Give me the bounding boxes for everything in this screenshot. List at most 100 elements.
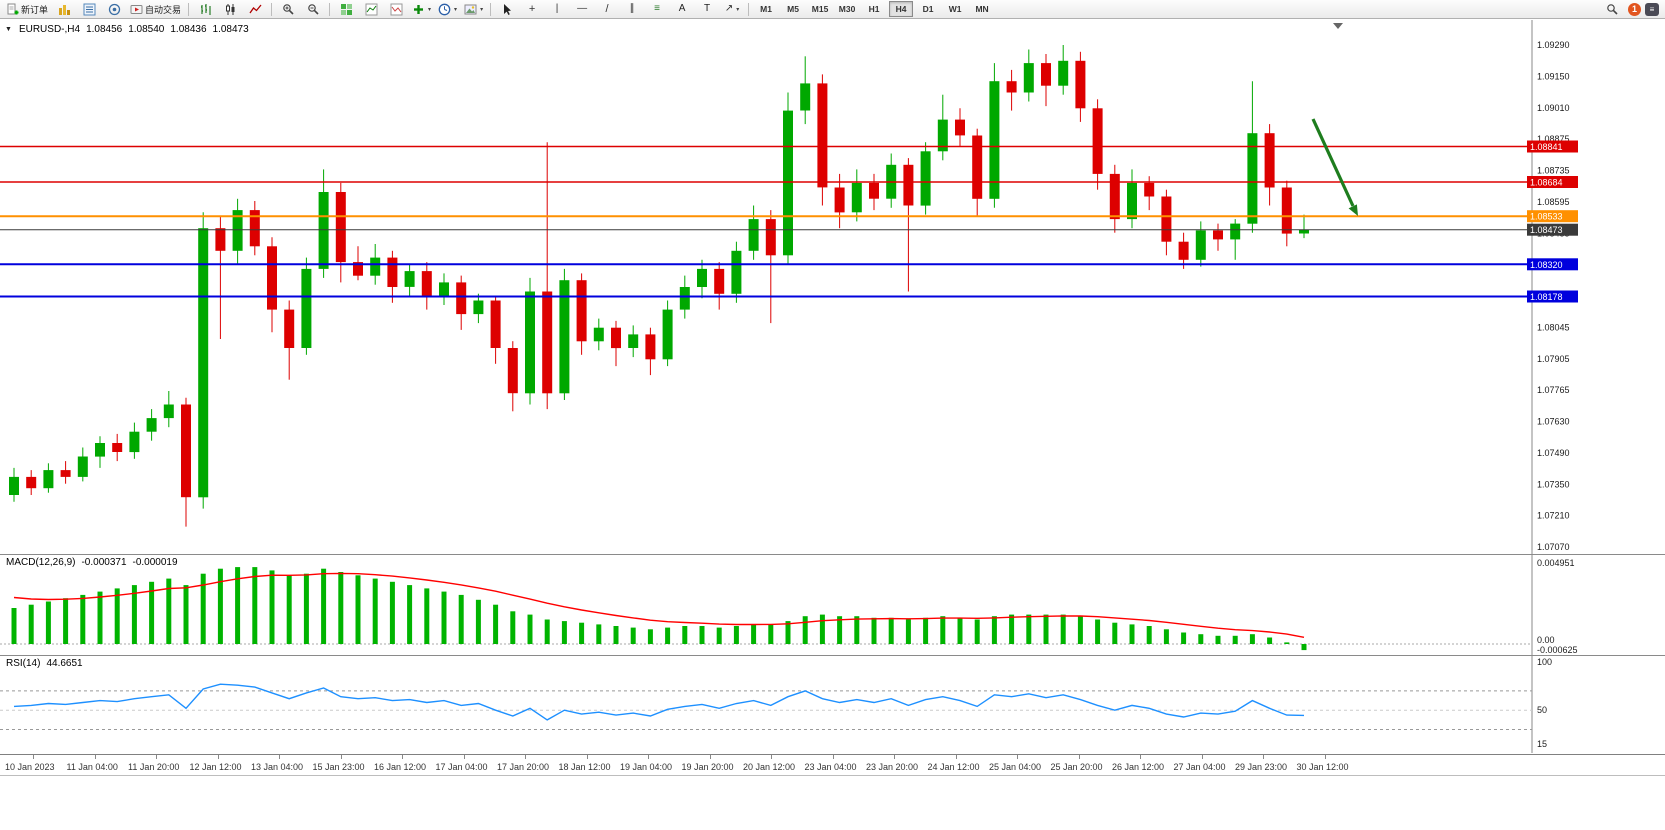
- price-chart[interactable]: 1.09290 1.09150 1.09010 1.08875 1.08735 1.085…: [0, 20, 1665, 554]
- timeframe-m30[interactable]: M30: [838, 4, 856, 14]
- time-label: 23 Jan 04:00: [804, 762, 857, 772]
- text-label-button[interactable]: T: [695, 0, 719, 18]
- candles-layer: [9, 45, 1309, 527]
- time-label: 15 Jan 23:00: [312, 762, 365, 772]
- time-tick: [94, 755, 96, 759]
- svg-text:1.07350: 1.07350: [1537, 479, 1570, 489]
- chart-ind-icon: [365, 3, 378, 16]
- time-tick: [648, 755, 649, 759]
- svg-text:1.07490: 1.07490: [1537, 448, 1570, 458]
- charts-window-button[interactable]: [52, 0, 76, 18]
- tile-windows-button[interactable]: [334, 0, 358, 18]
- timeframe-h1[interactable]: H1: [868, 4, 880, 14]
- search-icon[interactable]: [1600, 0, 1624, 18]
- trendline-button[interactable]: /: [595, 0, 619, 18]
- time-tick: [217, 755, 219, 759]
- price-tag: 1.08533: [1527, 210, 1578, 223]
- new-order-button-label: 新订单: [21, 4, 49, 15]
- crosshair-button[interactable]: +: [520, 0, 544, 18]
- zoom-out-icon: [307, 3, 320, 16]
- notification-badge[interactable]: 1: [1628, 2, 1641, 16]
- arrows-button[interactable]: ↗ ▾: [720, 0, 744, 18]
- timeframe-mn[interactable]: MN: [975, 4, 989, 14]
- timeframe-m15[interactable]: M15: [811, 4, 829, 14]
- rsi-chart[interactable]: 100 50 15: [0, 656, 1665, 753]
- svg-text:1.08595: 1.08595: [1537, 197, 1570, 207]
- indicators-button[interactable]: [359, 0, 383, 18]
- svg-text:1.08473: 1.08473: [1530, 225, 1563, 235]
- pane-separator[interactable]: [0, 554, 1665, 555]
- autotrading-button[interactable]: 自动交易: [127, 0, 184, 18]
- timeframe-menu-button[interactable]: ▾: [435, 0, 460, 18]
- down-arrow-object: [1311, 118, 1358, 216]
- headset-icon: [108, 3, 121, 16]
- timeframe-w1[interactable]: W1: [948, 4, 962, 14]
- time-label: 25 Jan 04:00: [989, 762, 1042, 772]
- ohlc-low: 1.08436: [170, 24, 207, 35]
- chart-title-bar: ▼ EURUSD-,H4 1.08456 1.08540 1.08436 1.0…: [5, 24, 249, 35]
- macd-histogram: [11, 567, 1307, 651]
- time-axis[interactable]: 10 Jan 2023 11 Jan 04:00 11 Jan 20:00 12 Ja…: [0, 754, 1665, 776]
- time-tick: [156, 755, 157, 759]
- zoom-out-button[interactable]: [301, 0, 325, 18]
- vertical-line-button[interactable]: |: [545, 0, 569, 18]
- line-chart-button[interactable]: [243, 0, 267, 18]
- price-tag: 1.08841: [1527, 140, 1578, 153]
- data-window-button[interactable]: [102, 0, 126, 18]
- macd-chart[interactable]: 0.004951 0.00-0.000625: [0, 555, 1665, 655]
- timeframe-d1[interactable]: D1: [922, 4, 934, 14]
- svg-text:1.09150: 1.09150: [1537, 71, 1570, 81]
- horizontal-line-button[interactable]: —: [570, 0, 594, 18]
- timeframe-h4[interactable]: H4: [889, 1, 914, 17]
- toolbar: 新订单 自动交易 ▾ ▾ ▾ + | — / ∥ ≡ A T ↗ ▾ M1 M5 M15 M30 H1 H4 D1 W1 M…: [0, 0, 1665, 19]
- gold-bars-icon: [58, 3, 71, 16]
- image-icon: [464, 3, 477, 16]
- price-tag: 1.08178: [1527, 290, 1578, 303]
- svg-text:1.07905: 1.07905: [1537, 354, 1570, 364]
- time-tick: [586, 755, 588, 759]
- time-tick: [1017, 755, 1018, 759]
- shapes-icon: ↗: [724, 3, 734, 14]
- timeframe-m5[interactable]: M5: [787, 4, 799, 14]
- text-button[interactable]: A: [670, 0, 694, 18]
- svg-text:1.09290: 1.09290: [1537, 40, 1570, 50]
- chart-shift-icon: [1333, 23, 1343, 29]
- macd-pane[interactable]: 0.004951 0.00 -0.000625: [0, 555, 1665, 655]
- candlestick-chart-button[interactable]: [218, 0, 242, 18]
- zoom-in-icon: [282, 3, 295, 16]
- svg-text:1.08684: 1.08684: [1530, 178, 1563, 188]
- time-tick: [402, 755, 403, 759]
- profile-menu-button[interactable]: ▾: [461, 0, 486, 18]
- svg-text:1.07070: 1.07070: [1537, 542, 1570, 552]
- new-order-button[interactable]: 新订单: [3, 0, 51, 18]
- cursor-button[interactable]: [495, 0, 519, 18]
- time-tick: [525, 755, 526, 759]
- timeframe-group: M1 M5 M15 M30 H1 H4 D1 W1 MN: [753, 1, 995, 17]
- market-watch-button[interactable]: [77, 0, 101, 18]
- toolbar-separator: [188, 2, 190, 16]
- time-label: 12 Jan 12:00: [189, 762, 242, 772]
- pane-separator[interactable]: [0, 655, 1665, 656]
- time-label: 27 Jan 04:00: [1173, 762, 1226, 772]
- blue-list-icon: [83, 3, 96, 16]
- time-label: 13 Jan 04:00: [251, 762, 304, 772]
- rsi-line: [13, 683, 1305, 721]
- timeframe-m1[interactable]: M1: [760, 4, 772, 14]
- rsi-pane[interactable]: 100 50 15: [0, 656, 1665, 753]
- fibonacci-button[interactable]: ≡: [645, 0, 669, 18]
- add-indicator-button[interactable]: ▾: [409, 0, 434, 18]
- channel-icon: ∥: [629, 3, 635, 14]
- macd-label-row: MACD(12,26,9) -0.000371 -0.000019: [6, 557, 178, 568]
- bar-chart-button[interactable]: [193, 0, 217, 18]
- time-tick: [340, 755, 342, 759]
- zoom-in-button[interactable]: [276, 0, 300, 18]
- channel-button[interactable]: ∥: [620, 0, 644, 18]
- price-chart-pane[interactable]: 1.09290 1.09150 1.09010 1.08875 1.08735 1.085…: [0, 20, 1665, 554]
- templates-button[interactable]: [384, 0, 408, 18]
- time-tick: [1263, 755, 1264, 759]
- collapse-icon[interactable]: ▼: [5, 26, 12, 33]
- svg-text:0.004951: 0.004951: [1537, 558, 1575, 568]
- chevron-down-icon: ▾: [428, 6, 432, 13]
- menu-icon[interactable]: ≡: [1645, 2, 1659, 16]
- bars-icon: [199, 3, 212, 16]
